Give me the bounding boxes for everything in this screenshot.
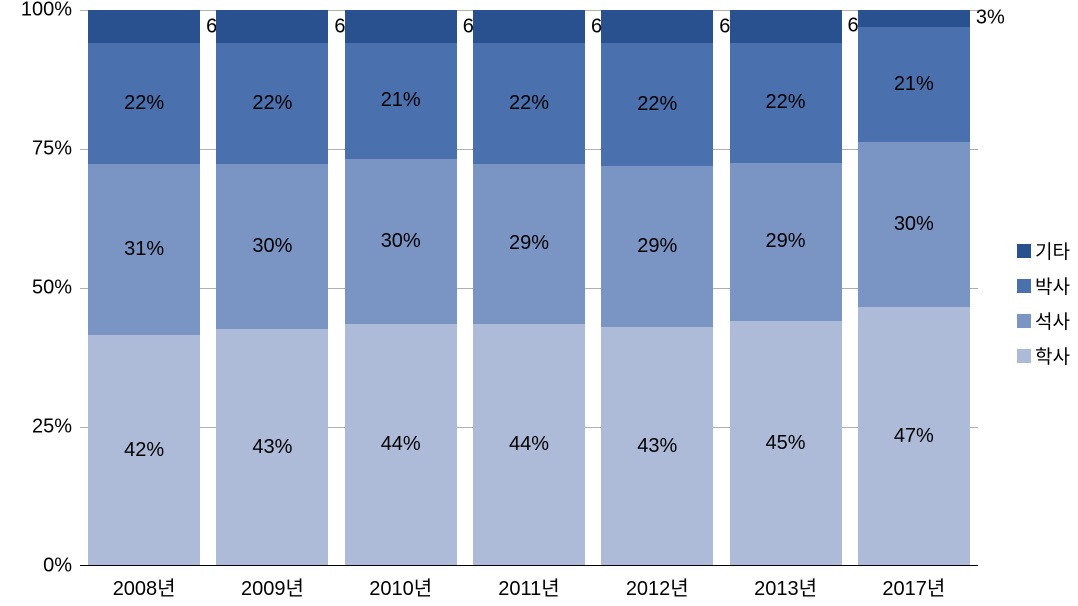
- segment-value-label: 22%: [509, 92, 549, 115]
- segment-value-label: 31%: [124, 238, 164, 261]
- segment-value-label: 30%: [381, 230, 421, 253]
- legend-swatch: [1017, 314, 1031, 328]
- x-axis-category-label: 2010년: [369, 572, 432, 601]
- legend-swatch: [1017, 349, 1031, 363]
- segment-value-label: 22%: [637, 93, 677, 116]
- segment-value-label: 3%: [976, 7, 1005, 30]
- x-axis-category-label: 2008년: [113, 572, 176, 601]
- bar-segment-기타: 6%: [601, 10, 713, 43]
- x-axis-category-label: 2011년: [498, 572, 559, 601]
- bar-segment-박사: 22%: [216, 43, 328, 164]
- segment-value-label: 30%: [894, 213, 934, 236]
- segment-value-label: 44%: [509, 433, 549, 456]
- legend-swatch: [1017, 279, 1031, 293]
- legend-item: 기타: [1017, 237, 1070, 264]
- segment-value-label: 22%: [252, 92, 292, 115]
- x-axis-category-label: 2009년: [241, 572, 304, 601]
- legend-label: 박사: [1035, 272, 1070, 299]
- bar-segment-박사: 22%: [601, 43, 713, 165]
- bar-segment-기타: 6%: [216, 10, 328, 43]
- legend: 기타박사석사학사: [1017, 237, 1070, 369]
- x-axis-category-label: 2013년: [754, 572, 817, 601]
- y-axis-tick-label: 100%: [21, 0, 72, 22]
- bar-segment-박사: 21%: [345, 43, 457, 159]
- plot-area: 0%25%50%75%100% 42%31%22%6%2008년43%30%22…: [80, 10, 978, 566]
- bar-segment-학사: 47%: [858, 307, 970, 566]
- bar-segment-석사: 29%: [601, 166, 713, 327]
- bar-segment-박사: 22%: [88, 43, 200, 164]
- bar-segment-박사: 21%: [858, 27, 970, 143]
- segment-value-label: 45%: [766, 432, 806, 455]
- legend-item: 박사: [1017, 272, 1070, 299]
- segment-value-label: 22%: [766, 91, 806, 114]
- segment-value-label: 47%: [894, 425, 934, 448]
- bars-row: 42%31%22%6%2008년43%30%22%6%2009년44%30%21…: [80, 10, 978, 566]
- bar-segment-학사: 42%: [88, 335, 200, 566]
- segment-value-label: 29%: [637, 235, 677, 258]
- bar-segment-학사: 44%: [473, 324, 585, 566]
- segment-value-label: 29%: [766, 230, 806, 253]
- legend-item: 학사: [1017, 342, 1070, 369]
- segment-value-label: 21%: [381, 89, 421, 112]
- segment-value-label: 21%: [894, 73, 934, 96]
- bar-segment-기타: 6%: [730, 10, 842, 43]
- segment-value-label: 44%: [381, 433, 421, 456]
- segment-value-label: 42%: [124, 439, 164, 462]
- stacked-bar-chart: 0% 25% 50% 75% 100% 42% 31% 22% 6% 2008년 43% 30% 22…: [0, 0, 1078, 606]
- bar-group: 45%29%22%6%2013년: [730, 10, 842, 566]
- segment-value-label: 30%: [252, 235, 292, 258]
- bar-segment-학사: 44%: [345, 324, 457, 566]
- bar-segment-학사: 43%: [216, 329, 328, 566]
- bar-segment-박사: 22%: [473, 43, 585, 164]
- segment-value-label: 43%: [637, 435, 677, 458]
- segment-value-label: 43%: [252, 436, 292, 459]
- legend-label: 석사: [1035, 307, 1070, 334]
- bar-segment-기타: 6%: [345, 10, 457, 43]
- bar-segment-기타: 6%: [473, 10, 585, 43]
- bar-segment-기타: 3%: [858, 10, 970, 27]
- bar-segment-석사: 29%: [473, 164, 585, 324]
- y-axis-tick-label: 25%: [32, 416, 72, 439]
- bar-group: 43%29%22%6%2012년: [601, 10, 713, 566]
- legend-item: 석사: [1017, 307, 1070, 334]
- x-axis-category-label: 2012년: [626, 572, 689, 601]
- bar-segment-학사: 45%: [730, 321, 842, 566]
- bar-group: 44%29%22%6%2011년: [473, 10, 585, 566]
- bar-segment-석사: 30%: [216, 164, 328, 329]
- y-axis-tick-label: 75%: [32, 138, 72, 161]
- legend-label: 학사: [1035, 342, 1070, 369]
- bar-group: 43%30%22%6%2009년: [216, 10, 328, 566]
- x-axis-baseline: [80, 565, 978, 566]
- y-axis-tick-label: 50%: [32, 277, 72, 300]
- legend-swatch: [1017, 244, 1031, 258]
- y-axis-tick-label: 0%: [43, 555, 72, 578]
- bar-group: 44%30%21%6%2010년: [345, 10, 457, 566]
- bar-segment-석사: 30%: [345, 159, 457, 324]
- bar-segment-기타: 6%: [88, 10, 200, 43]
- x-axis-category-label: 2017년: [882, 572, 945, 601]
- bar-segment-석사: 30%: [858, 142, 970, 307]
- bar-segment-학사: 43%: [601, 327, 713, 566]
- bar-segment-석사: 29%: [730, 163, 842, 321]
- segment-value-label: 22%: [124, 92, 164, 115]
- bar-segment-석사: 31%: [88, 164, 200, 335]
- legend-label: 기타: [1035, 237, 1070, 264]
- segment-value-label: 29%: [509, 232, 549, 255]
- bar-group: 47%30%21%3%2017년: [858, 10, 970, 566]
- bar-segment-박사: 22%: [730, 43, 842, 163]
- bar-group: 42%31%22%6%2008년: [88, 10, 200, 566]
